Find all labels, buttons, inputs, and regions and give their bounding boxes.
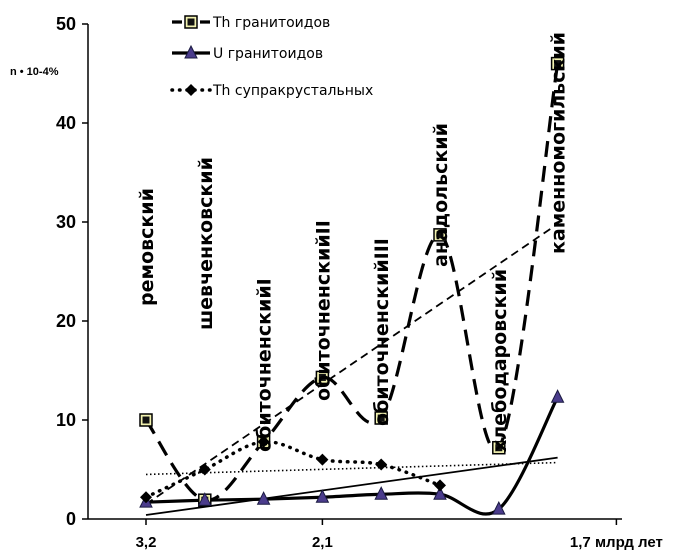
x-tick-label: 3,2 (136, 534, 157, 551)
data-point (433, 486, 447, 500)
data-point (550, 389, 565, 403)
legend-marker (184, 44, 198, 59)
y-tick-label: 10 (56, 410, 76, 430)
legend-label: U гранитоидов (213, 46, 323, 62)
point-annotation: анадольский (430, 123, 452, 267)
point-annotation: каменномогильский (548, 32, 570, 254)
point-annotation: ремовский (136, 188, 158, 306)
y-tick-label: 20 (56, 311, 76, 331)
data-point-core (142, 416, 150, 424)
data-point (197, 492, 212, 506)
data-point (491, 500, 506, 515)
data-point-core (377, 414, 385, 422)
data-point (316, 453, 329, 466)
series-line (144, 63, 560, 502)
series-markers (139, 56, 565, 515)
point-annotation: обиточненскийIII (371, 238, 393, 426)
y-tick-label: 40 (56, 113, 76, 133)
legend-marker (185, 84, 197, 96)
y-tick-label: 0 (66, 509, 76, 529)
data-point (375, 458, 388, 471)
data-point (198, 463, 211, 476)
trendline (145, 456, 558, 516)
data-point (140, 491, 152, 504)
point-annotation: обиточненскийII (312, 220, 334, 401)
x-tick-label: 1,7 млрд лет (570, 534, 663, 551)
data-point (374, 486, 389, 500)
point-annotation: хлебодаровский (489, 269, 511, 452)
data-point-core (495, 444, 503, 452)
legend-label: Th гранитоидов (212, 15, 330, 31)
legend: Th гранитоидов U гранитоидов Th супракруст… (170, 15, 373, 99)
data-point (257, 435, 270, 448)
axes: 0 10 20 30 40 50 n • 10-4% 3,2 2,1 1,7 млрд лет (10, 14, 663, 551)
trendlines (145, 223, 559, 516)
legend-label: Th супракрустальных (212, 83, 373, 99)
data-point-core (436, 231, 444, 239)
y-unit-label: n • 10-4% (10, 66, 59, 78)
data-point-core (554, 60, 562, 68)
legend-marker-core (187, 18, 195, 26)
data-point (434, 479, 446, 492)
point-annotation: шевченковский (195, 157, 217, 330)
data-point-core (318, 373, 326, 381)
x-tick-label: 2,1 (312, 534, 333, 551)
point-annotation: обиточненскийI (254, 278, 276, 452)
point-annotations: ремовский шевченковский обиточненскийI обит… (136, 32, 570, 452)
y-tick-label: 30 (56, 212, 76, 232)
y-tick-label: 50 (56, 14, 76, 34)
data-point (315, 489, 330, 503)
trendline (145, 461, 558, 476)
trendline (145, 223, 559, 505)
data-point (256, 491, 271, 505)
